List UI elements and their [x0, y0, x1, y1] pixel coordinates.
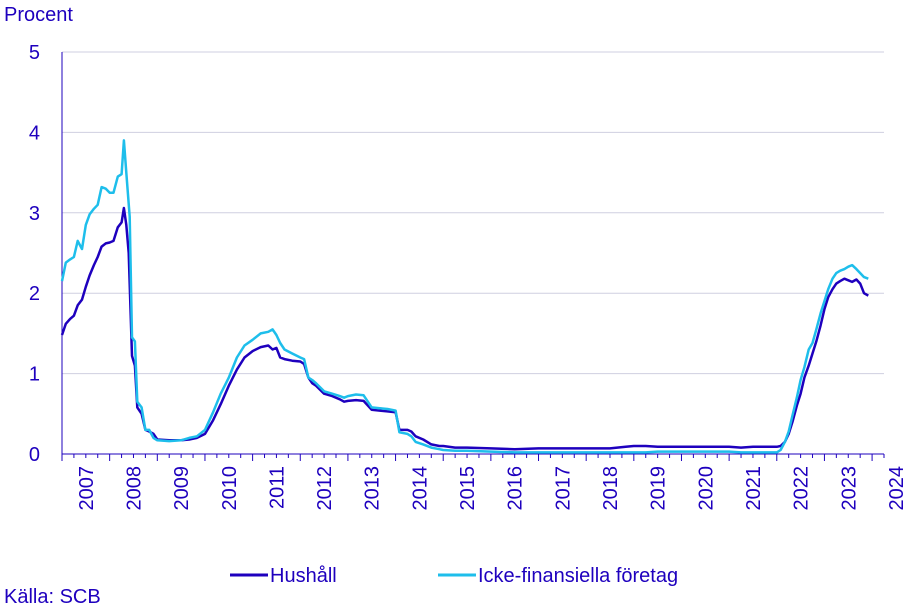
x-axis: 2007 2008 2009 2010 2011 2012 2013 2014 2015 2016…	[61, 453, 907, 511]
x-tick-label: 2016	[505, 466, 527, 511]
x-tick-label: 2022	[791, 466, 813, 511]
x-tick-label: 2007	[76, 466, 98, 511]
legend: Hushåll Icke-finansiella företag	[230, 565, 678, 587]
x-tick-label: 2011	[266, 466, 288, 509]
series-line-icke-finansiella-f-retag	[60, 139, 869, 454]
x-tick-label: 2024	[886, 466, 907, 511]
source-note: Källa: SCB	[4, 586, 101, 608]
x-tick-label: 2017	[552, 466, 574, 511]
x-tick-label: 2020	[695, 466, 717, 511]
y-axis: 0 1 2 3 4 5	[29, 42, 63, 466]
y-tick-label: 5	[29, 42, 40, 64]
x-tick-label: 2008	[123, 466, 145, 511]
x-tick-label: 2010	[219, 466, 241, 511]
x-tick-label: 2013	[362, 466, 384, 511]
y-tick-label: 1	[29, 364, 40, 386]
x-tick-label: 2012	[314, 466, 336, 511]
series-lines	[60, 139, 869, 454]
x-tick-label: 2018	[600, 466, 622, 511]
y-tick-label: 2	[29, 283, 40, 305]
x-tick-label: 2023	[838, 466, 860, 511]
legend-label: Hushåll	[270, 565, 337, 587]
x-tick-label: 2014	[409, 466, 431, 511]
x-tick-label: 2009	[171, 466, 193, 511]
y-axis-title: Procent	[4, 4, 73, 26]
y-tick-label: 4	[29, 122, 40, 144]
x-tick-label: 2019	[648, 466, 670, 511]
y-tick-label: 3	[29, 203, 40, 225]
gridlines	[62, 51, 884, 375]
x-tick-label: 2021	[743, 466, 765, 511]
series-line-hush-ll	[60, 206, 869, 451]
legend-label: Icke-finansiella företag	[478, 565, 678, 587]
y-tick-label: 0	[29, 444, 40, 466]
x-tick-label: 2015	[457, 466, 479, 511]
